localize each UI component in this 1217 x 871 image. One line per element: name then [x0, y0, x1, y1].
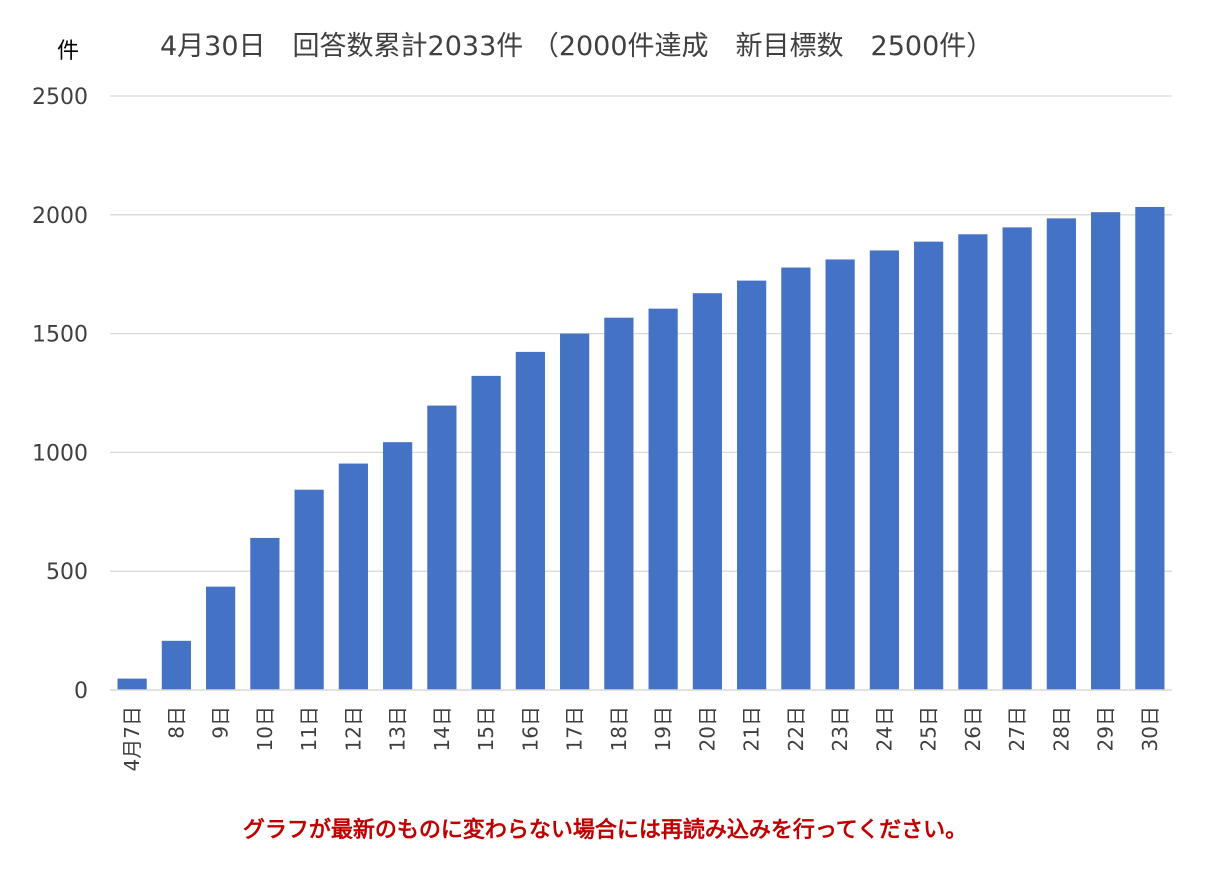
x-tick-label: 15日 [474, 706, 498, 751]
x-tick-label: 30日 [1138, 706, 1162, 751]
bar [1046, 218, 1076, 690]
bar [604, 317, 634, 690]
x-tick-label: 9日 [209, 706, 233, 739]
bar [117, 678, 147, 690]
reload-note: グラフが最新のものに変わらない場合には再読み込みを行ってください。 [243, 817, 967, 843]
x-tick-label: 4月7日 [120, 706, 144, 771]
bar [692, 293, 722, 690]
bar [648, 308, 678, 690]
x-tick-label: 8日 [164, 706, 188, 739]
x-tick-label: 27日 [1005, 706, 1029, 751]
bars [117, 206, 1165, 690]
y-axis-unit-label: 件 [57, 39, 79, 64]
bar [1135, 206, 1165, 690]
x-tick-label: 13日 [386, 706, 410, 751]
y-tick-label: 2000 [32, 204, 88, 229]
bar [958, 234, 988, 690]
x-tick-label: 28日 [1049, 706, 1073, 751]
x-tick-label: 19日 [651, 706, 675, 751]
chart-title: 4月30日 回答数累計2033件 （2000件達成 新目標数 2500件） [160, 31, 993, 62]
bar [515, 351, 545, 690]
x-axis-ticks: 4月7日 8日 9日 10日 11日 12日 13日 14日 15日 16日 17日 18日 19日 20… [120, 706, 1162, 771]
x-tick-label: 29日 [1094, 706, 1118, 751]
bar [560, 333, 590, 690]
bar [427, 405, 457, 690]
bar [161, 640, 191, 690]
x-tick-label: 16日 [518, 706, 542, 751]
bar [825, 259, 855, 690]
bar [294, 489, 324, 690]
bar [383, 442, 413, 690]
bar [737, 280, 767, 690]
bar [338, 463, 368, 690]
x-tick-label: 25日 [917, 706, 941, 751]
y-tick-label: 0 [74, 679, 88, 704]
bar [1002, 227, 1032, 690]
y-tick-label: 500 [46, 560, 88, 585]
y-tick-label: 1500 [32, 323, 88, 348]
bar [1091, 212, 1121, 690]
y-tick-label: 1000 [32, 441, 88, 466]
x-tick-label: 18日 [607, 706, 631, 751]
x-tick-label: 23日 [828, 706, 852, 751]
bar [250, 537, 280, 690]
y-tick-label: 2500 [32, 85, 88, 110]
bar [869, 250, 899, 690]
x-tick-label: 11日 [297, 706, 321, 751]
x-tick-label: 26日 [961, 706, 985, 751]
y-axis-ticks: 0 500 1000 1500 2000 2500 [32, 85, 88, 704]
x-tick-label: 10日 [253, 706, 277, 751]
x-tick-label: 12日 [341, 706, 365, 751]
x-tick-label: 24日 [872, 706, 896, 751]
bar [781, 267, 811, 690]
x-tick-label: 20日 [695, 706, 719, 751]
gridlines [110, 95, 1172, 572]
bar [471, 375, 501, 690]
x-tick-label: 14日 [430, 706, 454, 751]
bar [914, 241, 944, 690]
bar [206, 586, 236, 690]
x-tick-label: 17日 [563, 706, 587, 751]
x-tick-label: 21日 [740, 706, 764, 751]
x-tick-label: 22日 [784, 706, 808, 751]
